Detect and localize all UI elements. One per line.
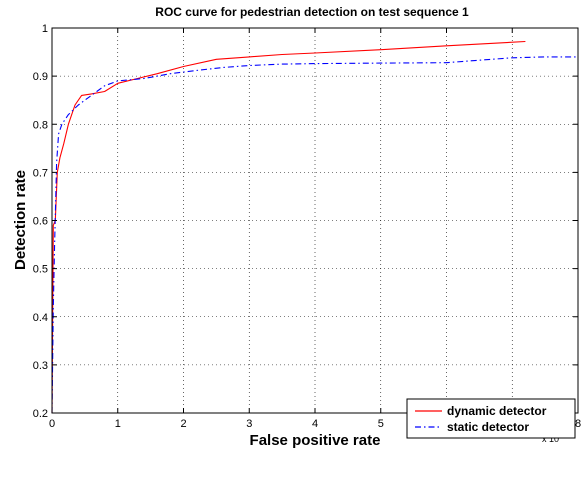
y-tick-label: 0.8 <box>33 119 48 131</box>
x-tick-label: 2 <box>180 418 186 430</box>
y-tick-label: 0.2 <box>33 408 48 420</box>
x-tick-label: 1 <box>115 418 121 430</box>
y-tick-label: 0.3 <box>33 360 48 372</box>
y-axis-label: Detection rate <box>12 170 29 270</box>
y-tick-label: 1 <box>42 23 48 35</box>
legend: dynamic detector static detector <box>406 398 576 439</box>
y-tick-label: 0.4 <box>33 312 48 324</box>
y-tick-label: 0.6 <box>33 216 48 228</box>
x-axis-label: False positive rate <box>250 432 381 449</box>
x-tick-label: 4 <box>312 418 318 430</box>
x-tick-label: 0 <box>49 418 55 430</box>
x-tick-label: 5 <box>378 418 384 430</box>
x-exponent-label: x 10 <box>542 434 559 444</box>
x-tick-label: 8 <box>575 418 581 430</box>
axis-ticks: 0123456780.20.30.40.50.60.70.80.91 <box>33 23 581 430</box>
y-tick-label: 0.7 <box>33 167 48 179</box>
legend-label-static: static detector <box>447 420 529 434</box>
static-detector-line <box>51 56 578 414</box>
grid-lines <box>52 28 578 413</box>
y-tick-label: 0.9 <box>33 71 48 83</box>
series-layer <box>51 40 578 414</box>
x-tick-label: 3 <box>246 418 252 430</box>
chart-title: ROC curve for pedestrian detection on te… <box>155 5 469 19</box>
dynamic-detector-line <box>51 40 526 414</box>
legend-box <box>406 398 576 439</box>
legend-label-dynamic: dynamic detector <box>447 404 547 418</box>
y-tick-label: 0.5 <box>33 264 48 276</box>
